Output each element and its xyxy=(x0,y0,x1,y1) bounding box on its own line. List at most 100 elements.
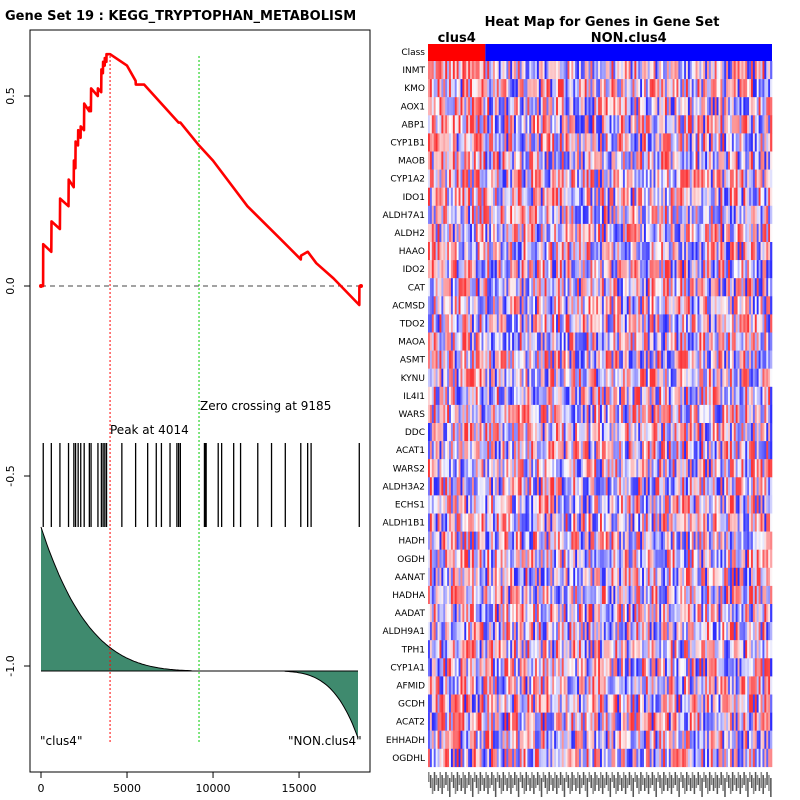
heatmap-cell xyxy=(718,187,721,206)
heatmap-cell xyxy=(578,260,582,279)
heatmap-cell xyxy=(643,187,647,206)
heatmap-cell xyxy=(483,242,486,261)
heatmap-cell xyxy=(550,531,553,550)
heatmap-cell xyxy=(712,133,715,152)
heatmap-cell xyxy=(745,350,748,369)
heatmap-cell xyxy=(657,278,660,297)
heatmap-cell xyxy=(504,368,507,387)
heatmap-cell xyxy=(556,296,559,315)
heatmap-cell xyxy=(567,368,570,387)
gene-label: ALDH1B1 xyxy=(383,519,426,529)
heatmap-cell xyxy=(565,205,568,225)
heatmap-cell xyxy=(768,223,771,243)
heatmap-cell xyxy=(535,278,538,297)
heatmap-cell xyxy=(479,169,482,188)
heatmap-cell xyxy=(584,441,587,460)
heatmap-cell xyxy=(571,441,574,460)
heatmap-cell xyxy=(431,260,435,279)
heatmap-cell xyxy=(724,242,727,261)
heatmap-cell xyxy=(464,314,467,333)
heatmap-cell xyxy=(567,531,570,550)
heatmap-cell xyxy=(632,61,635,80)
heatmap-cell xyxy=(523,386,526,406)
heatmap-cell xyxy=(705,97,708,116)
heatmap-cell xyxy=(758,531,761,550)
heatmap-cell xyxy=(514,61,517,80)
heatmap-cell xyxy=(666,441,670,460)
heatmap-cell xyxy=(569,332,572,351)
heatmap-cell xyxy=(504,169,507,188)
heatmap-cell xyxy=(752,441,756,460)
heatmap-cell xyxy=(502,151,505,170)
heatmap-cell xyxy=(559,404,563,424)
heatmap-cell xyxy=(575,133,578,152)
heatmap-cell xyxy=(542,133,545,152)
heatmap-cell xyxy=(514,423,517,442)
heatmap-cell xyxy=(613,242,616,261)
heatmap-cell xyxy=(642,531,645,550)
heatmap-cell xyxy=(672,133,675,152)
heatmap-cell xyxy=(770,459,773,478)
heatmap-cell xyxy=(649,332,652,351)
heatmap-cell xyxy=(475,133,478,152)
heatmap-cell xyxy=(519,278,522,297)
heatmap-cell xyxy=(695,332,698,351)
heatmap-cell xyxy=(689,314,693,333)
heatmap-cell xyxy=(596,151,599,170)
heatmap-cell xyxy=(561,386,564,406)
heatmap-cell xyxy=(703,386,706,406)
heatmap-cell xyxy=(567,151,570,170)
heatmap-cell xyxy=(498,314,501,333)
heatmap-cell xyxy=(514,314,517,333)
heatmap-cell xyxy=(752,495,756,514)
heatmap-cell xyxy=(731,477,735,496)
heatmap-cell xyxy=(544,296,547,315)
heatmap-cell xyxy=(571,477,574,496)
heatmap-cell xyxy=(592,477,595,496)
heatmap-cell xyxy=(686,115,689,134)
heatmap-cell xyxy=(731,151,735,170)
heatmap-cell xyxy=(686,459,689,478)
heatmap-cell xyxy=(590,115,593,134)
heatmap-cell xyxy=(760,477,763,496)
heatmap-cell xyxy=(443,314,446,333)
heatmap-cell xyxy=(619,495,622,514)
heatmap-cell xyxy=(592,404,595,424)
heatmap-cell xyxy=(720,296,723,315)
heatmap-cell xyxy=(540,61,543,80)
heatmap-cell xyxy=(687,260,691,279)
heatmap-cell xyxy=(443,350,446,369)
heatmap-cell xyxy=(554,404,557,424)
heatmap-cell xyxy=(770,531,773,550)
heatmap-cell xyxy=(489,296,492,315)
heatmap-cell xyxy=(569,404,572,424)
heatmap-cell xyxy=(556,332,559,351)
heatmap-cell xyxy=(754,151,758,170)
heatmap-cell xyxy=(701,151,704,170)
heatmap-cell xyxy=(500,260,503,279)
heatmap-cell xyxy=(556,187,559,206)
heatmap-cell xyxy=(538,350,542,369)
heatmap-cell xyxy=(657,187,660,206)
heatmap-cell xyxy=(475,97,478,116)
heatmap-cell xyxy=(749,477,752,496)
heatmap-cell xyxy=(689,79,693,98)
heatmap-cell xyxy=(456,169,459,188)
heatmap-cell xyxy=(540,386,543,406)
heatmap-cell xyxy=(718,332,721,351)
heatmap-cell xyxy=(630,115,633,134)
heatmap-cell xyxy=(684,441,687,460)
heatmap-cell xyxy=(613,79,616,98)
heatmap-cell xyxy=(693,278,696,297)
heatmap-cell xyxy=(466,531,469,550)
heatmap-cell xyxy=(615,350,618,369)
heatmap-cell xyxy=(450,423,454,442)
heatmap-cell xyxy=(502,441,505,460)
heatmap-cell xyxy=(491,260,494,279)
heatmap-cell xyxy=(716,332,719,351)
heatmap-cell xyxy=(615,278,618,297)
heatmap-cell xyxy=(609,404,612,424)
heatmap-cell xyxy=(559,169,563,188)
heatmap-cell xyxy=(496,495,500,514)
heatmap-cell xyxy=(580,151,584,170)
